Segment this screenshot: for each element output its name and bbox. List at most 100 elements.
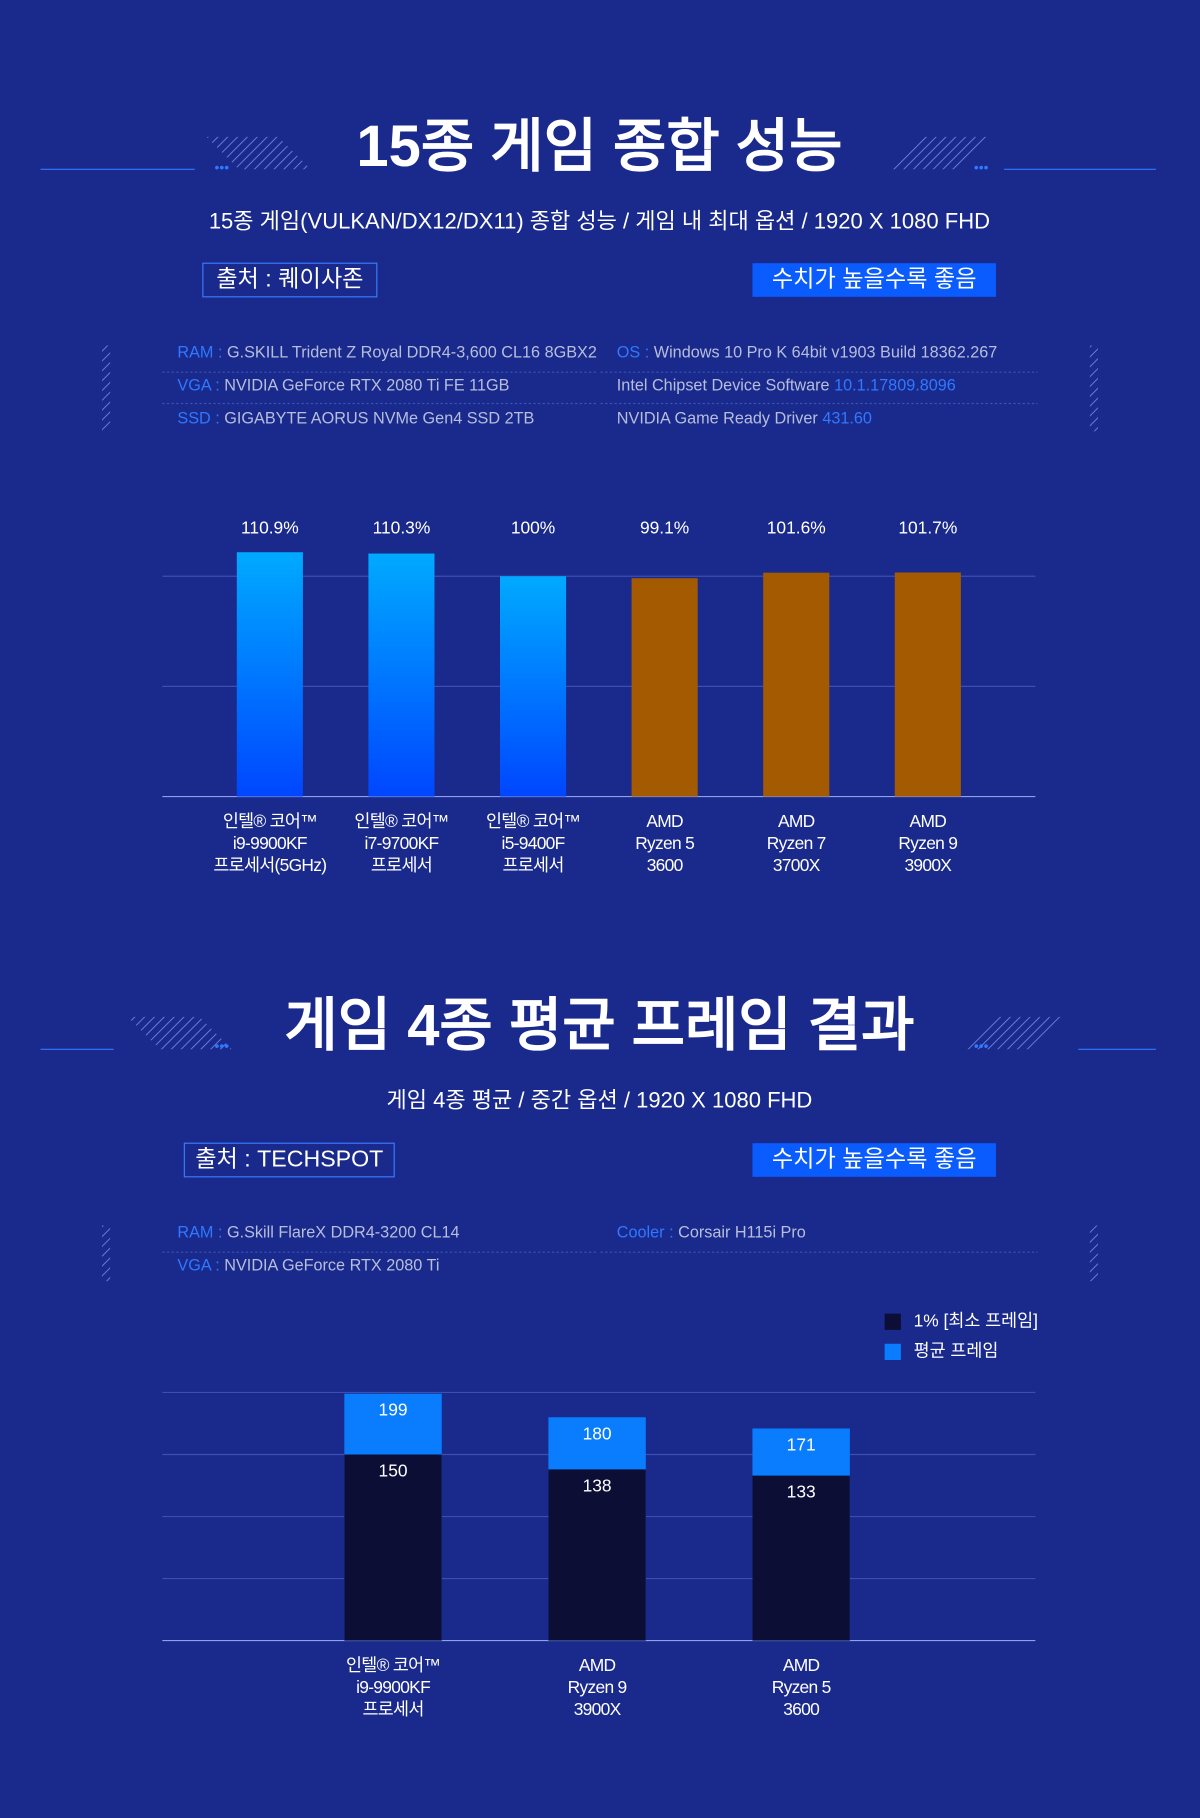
legend-label: 평균 프레임 <box>914 1340 999 1360</box>
legend-swatch <box>884 1313 901 1330</box>
x-tick-line: Ryzen 7 <box>767 833 826 853</box>
spec-text: G.Skill FlareX DDR4-3200 CL14 <box>227 1224 460 1242</box>
bar <box>631 578 698 797</box>
x-tick-line: 인텔® 코어™ <box>486 811 580 831</box>
spec-text: NVIDIA Game Ready Driver <box>617 410 819 428</box>
note-box <box>752 263 996 297</box>
value-label: 180 <box>583 1423 612 1443</box>
bar <box>548 1469 646 1641</box>
bar <box>236 552 303 797</box>
x-tick-line: i9-9900KF <box>233 833 307 853</box>
section-title: 15종 게임 종합 성능 <box>356 115 842 179</box>
x-tick-line: Ryzen 9 <box>568 1677 627 1697</box>
spec: VGA : NVIDIA GeForce RTX 2080 Ti FE 11GB <box>177 377 509 395</box>
x-tick-line: AMD <box>646 811 683 831</box>
x-tick-line: 인텔® 코어™ <box>354 811 448 831</box>
spec-label: Cooler : <box>617 1224 674 1242</box>
spec-text: Intel Chipset Device Software <box>617 377 830 395</box>
x-tick-line: 프로세서(5GHz) <box>213 855 326 875</box>
bar <box>752 1475 850 1641</box>
spec: OS : Windows 10 Pro K 64bit v1903 Build … <box>617 344 998 362</box>
x-tick-line: Ryzen 9 <box>898 833 957 853</box>
spec: VGA : NVIDIA GeForce RTX 2080 Ti <box>177 1257 439 1275</box>
x-tick-line: 인텔® 코어™ <box>346 1655 440 1675</box>
hatches <box>102 136 1098 1282</box>
decorations <box>40 168 1156 1050</box>
dots: ••• <box>214 159 229 175</box>
dots: ••• <box>214 1038 229 1054</box>
value-label: 101.7% <box>898 517 957 537</box>
note-box <box>752 1143 996 1177</box>
spec-label: RAM : <box>177 344 222 362</box>
value-label: 101.6% <box>767 517 826 537</box>
value-label: 138 <box>583 1475 612 1495</box>
x-tick-line: 3700X <box>773 855 821 875</box>
spec-text: Corsair H115i Pro <box>678 1224 806 1242</box>
note: 수치가 높을수록 좋음 <box>772 266 977 292</box>
spec-text: NVIDIA GeForce RTX 2080 Ti <box>224 1257 439 1275</box>
value-label: 110.9% <box>241 517 299 537</box>
spec-label: SSD : <box>177 410 219 428</box>
spec-highlight: 431.60 <box>822 410 872 428</box>
bar <box>368 553 435 797</box>
value-label: 199 <box>379 1400 408 1420</box>
spec-text: GIGABYTE AORUS NVMe Gen4 SSD 2TB <box>224 410 534 428</box>
spec-label: VGA : <box>177 1257 219 1275</box>
x-tick-line: AMD <box>910 811 947 831</box>
bar <box>500 576 567 797</box>
x-tick-line: 인텔® 코어™ <box>223 811 317 831</box>
spec-highlight: 10.1.17809.8096 <box>834 377 956 395</box>
source: 출처 : 퀘이사존 <box>216 266 363 292</box>
x-tick-line: i7-9700KF <box>364 833 438 853</box>
source-box <box>202 262 378 298</box>
spec-label: VGA : <box>177 377 219 395</box>
x-tick-line: Ryzen 5 <box>772 1677 831 1697</box>
x-tick-label: 인텔® 코어™ i5-9400F 프로세서 <box>486 811 580 875</box>
x-tick-label: 인텔® 코어™ i9-9900KF 프로세서(5GHz) <box>213 811 326 875</box>
subtitle: 게임 4종 평균 / 중간 옵션 / 1920 X 1080 FHD <box>387 1087 813 1112</box>
spec-label: RAM : <box>177 1224 222 1242</box>
spec: RAM : G.Skill FlareX DDR4-3200 CL14 <box>177 1224 459 1242</box>
spec: SSD : GIGABYTE AORUS NVMe Gen4 SSD 2TB <box>177 410 534 428</box>
x-tick-line: 프로세서 <box>371 855 432 875</box>
source: 출처 : TECHSPOT <box>195 1146 383 1172</box>
x-tick-line: AMD <box>579 1655 616 1675</box>
note: 수치가 높을수록 좋음 <box>772 1146 977 1172</box>
spec: Intel Chipset Device Software 10.1.17809… <box>617 377 956 395</box>
value-label: 99.1% <box>640 517 689 537</box>
value-label: 110.3% <box>373 517 431 537</box>
spec-text: Windows 10 Pro K 64bit v1903 Build 18362… <box>654 344 998 362</box>
spec: RAM : G.SKILL Trident Z Royal DDR4-3,600… <box>177 344 596 362</box>
value-label: 133 <box>787 1482 816 1502</box>
x-tick-line: 3900X <box>574 1699 622 1719</box>
legend-swatch <box>884 1343 901 1361</box>
section-title: 게임 4종 평균 프레임 결과 <box>284 994 914 1058</box>
x-tick-line: 3600 <box>647 855 683 875</box>
x-tick-label: AMD Ryzen 9 3900X <box>568 1655 627 1719</box>
value-label: 150 <box>379 1460 408 1480</box>
spec-text: NVIDIA GeForce RTX 2080 Ti FE 11GB <box>224 377 509 395</box>
x-tick-line: 프로세서 <box>362 1699 423 1719</box>
bar <box>344 1454 442 1641</box>
x-tick-line: 3600 <box>783 1699 819 1719</box>
bar <box>894 572 961 797</box>
x-tick-line: 3900X <box>904 855 952 875</box>
x-tick-line: i9-9900KF <box>356 1677 430 1697</box>
dots: ••• <box>974 159 989 175</box>
legend-label: 1% [최소 프레임] <box>914 1310 1038 1330</box>
x-tick-label: AMD Ryzen 7 3700X <box>767 811 826 875</box>
x-tick-line: AMD <box>783 1655 820 1675</box>
source-box <box>183 1142 395 1178</box>
bar <box>763 572 830 797</box>
x-tick-line: AMD <box>778 811 815 831</box>
dots: ••• <box>974 1038 989 1054</box>
spec-label: OS : <box>617 344 649 362</box>
x-tick-label: AMD Ryzen 5 3600 <box>772 1655 831 1719</box>
x-tick-label: 인텔® 코어™ i7-9700KF 프로세서 <box>354 811 448 875</box>
x-tick-line: Ryzen 5 <box>635 833 694 853</box>
subtitle: 15종 게임(VULKAN/DX12/DX11) 종합 성능 / 게임 내 최대… <box>209 208 990 233</box>
spec: Cooler : Corsair H115i Pro <box>617 1224 806 1242</box>
x-tick-label: 인텔® 코어™ i9-9900KF 프로세서 <box>346 1655 440 1719</box>
spec: NVIDIA Game Ready Driver 431.60 <box>617 410 872 428</box>
